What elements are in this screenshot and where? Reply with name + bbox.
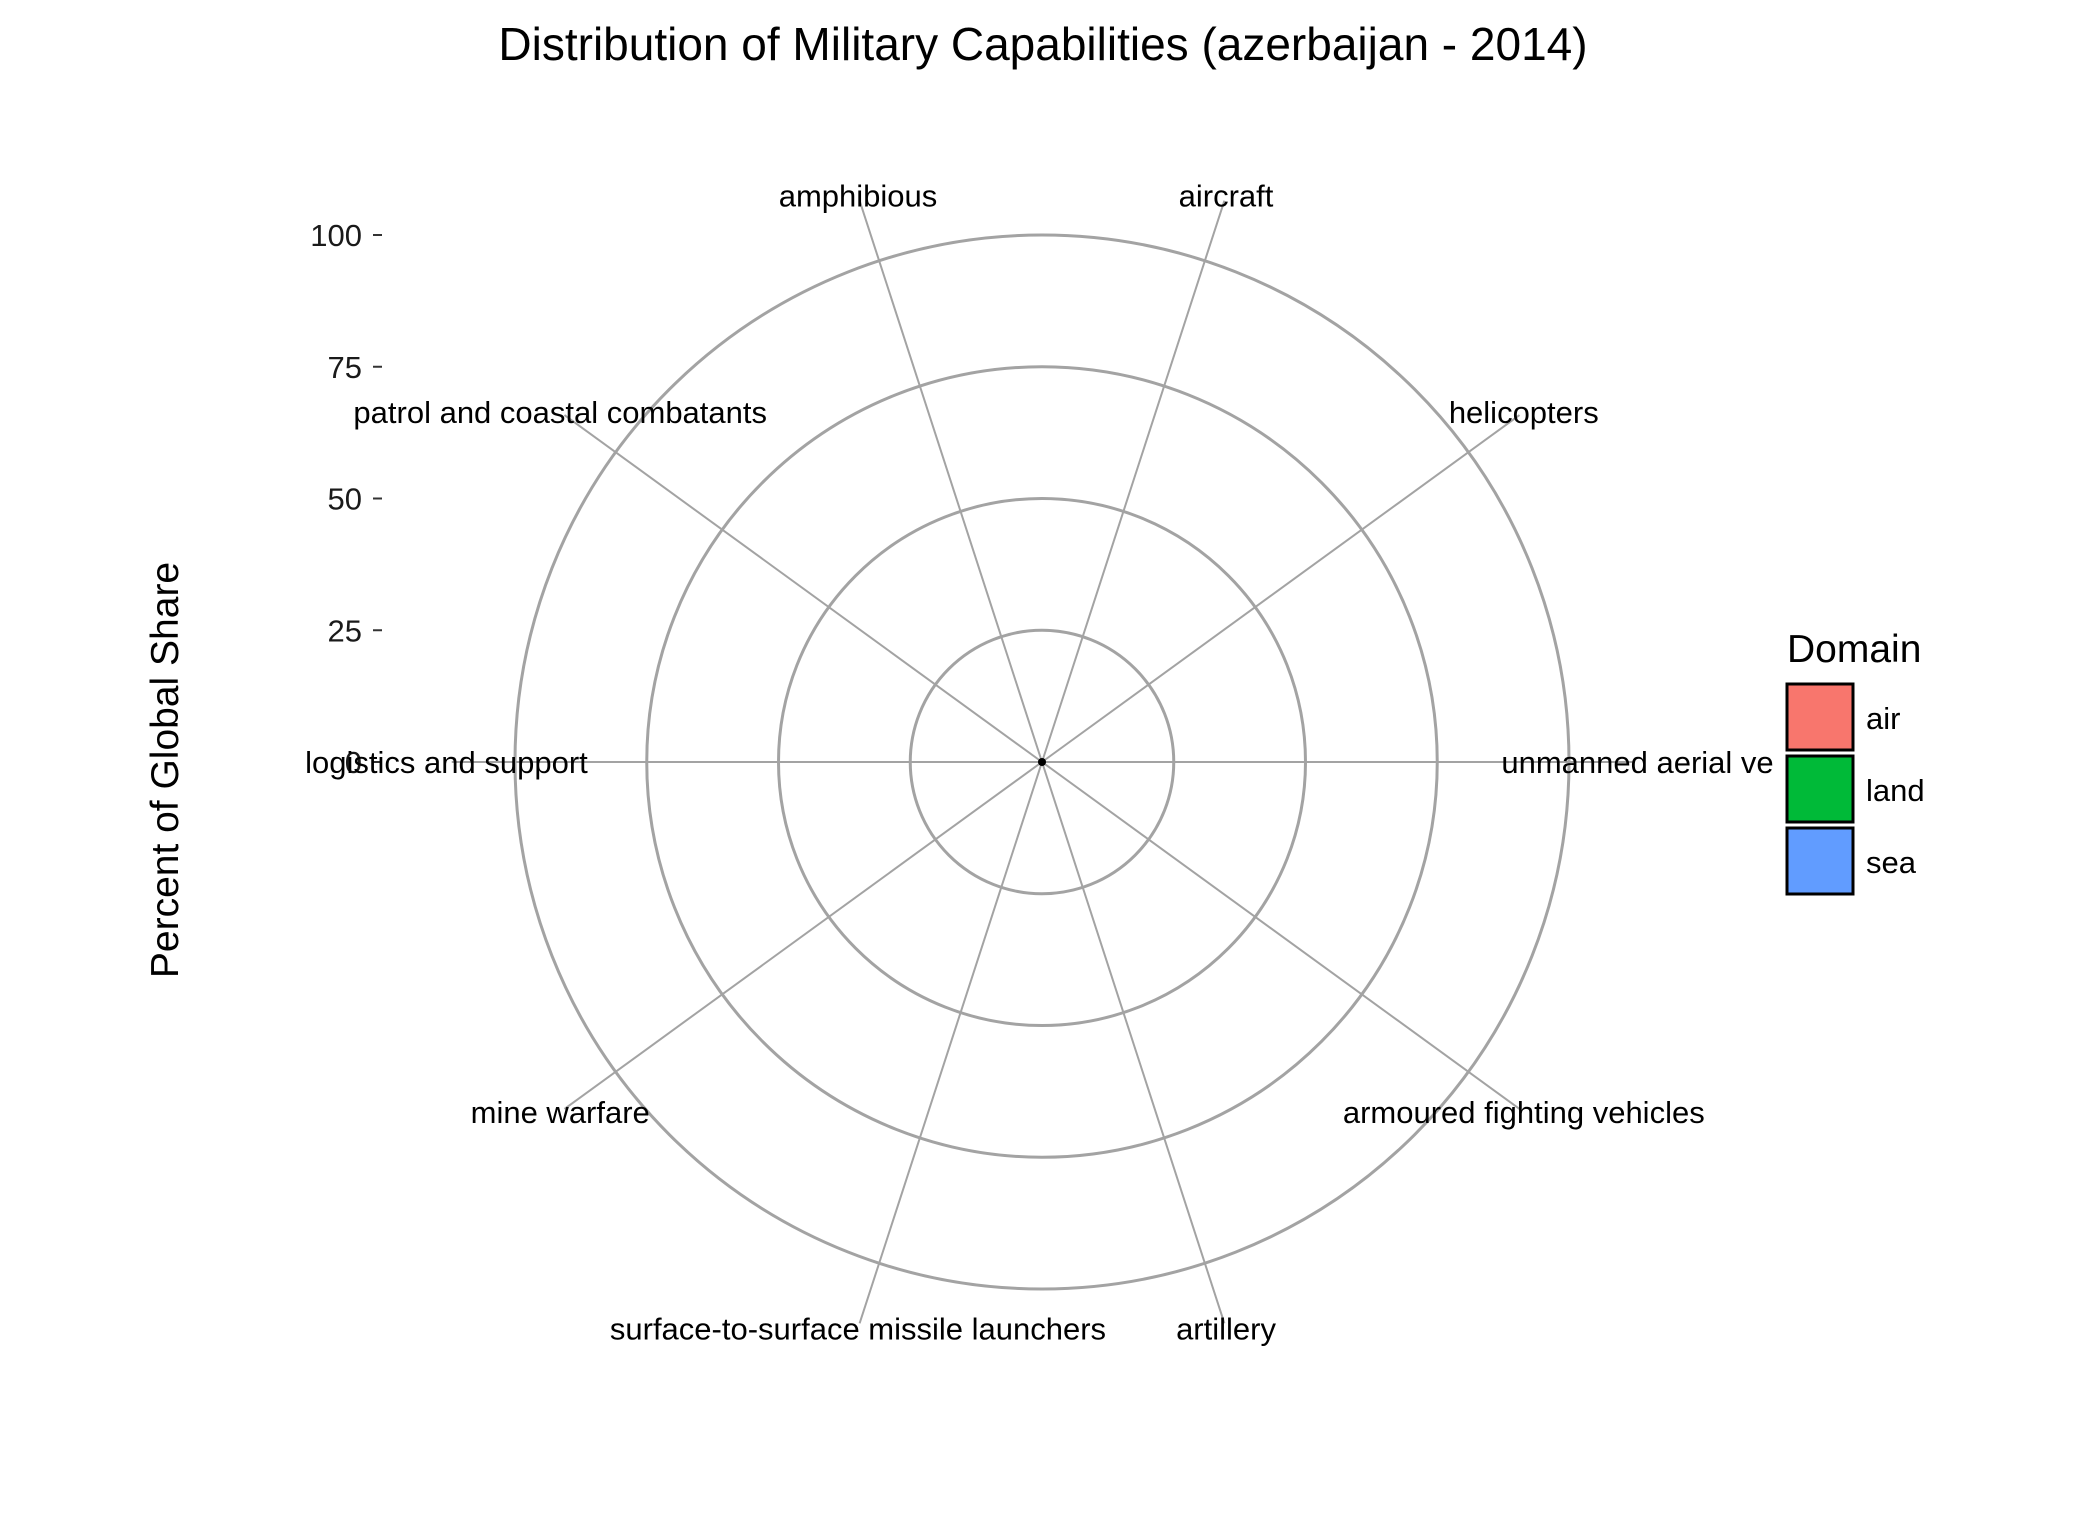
y-tick-label: 100 [310, 218, 362, 253]
category-label: helicopters [1449, 395, 1599, 430]
category-label: amphibious [779, 179, 938, 214]
grid-spoke [563, 761, 1043, 1110]
legend: Domain air land sea [1785, 628, 1925, 896]
category-label: armoured fighting vehicles [1343, 1095, 1705, 1130]
y-tick-label: 25 [328, 613, 362, 648]
legend-title: Domain [1787, 628, 1921, 671]
legend-label-air: air [1866, 701, 1900, 736]
grid-spoke [1041, 414, 1521, 763]
category-label: artillery [1176, 1311, 1276, 1346]
category-label: surface-to-surface missile launchers [610, 1311, 1106, 1346]
category-labels: aircraft helicopters unmanned aerial ve arm… [305, 179, 1773, 1347]
category-label: patrol and coastal combatants [353, 395, 767, 430]
category-label: logistics and support [305, 745, 588, 780]
y-tick-label: 75 [328, 350, 362, 385]
category-label: mine warfare [471, 1095, 650, 1130]
legend-key-air [1785, 682, 1855, 752]
grid-spoke [858, 761, 1043, 1324]
bar-marks [1038, 758, 1046, 766]
category-label: aircraft [1179, 179, 1274, 214]
y-tick-label: 50 [328, 482, 362, 517]
grid-spoke [1041, 761, 1521, 1110]
grid-spoke [1041, 761, 1226, 1324]
grid-spoke [858, 200, 1043, 763]
chart-title: Distribution of Military Capabilities (a… [498, 18, 1587, 70]
legend-label-sea: sea [1866, 845, 1917, 880]
y-tick-label: 0 [345, 745, 362, 780]
grid-spoke [1041, 200, 1226, 763]
legend-label-land: land [1866, 773, 1925, 808]
y-axis-ticks: 0 25 50 75 100 [310, 218, 382, 780]
legend-key-land [1785, 754, 1855, 824]
center-point [1038, 758, 1046, 766]
grid-spoke [563, 414, 1043, 763]
radial-spokes [451, 200, 1633, 1324]
category-label: unmanned aerial ve [1501, 745, 1773, 780]
legend-key-sea [1785, 826, 1855, 896]
y-axis-label: Percent of Global Share [144, 562, 187, 978]
